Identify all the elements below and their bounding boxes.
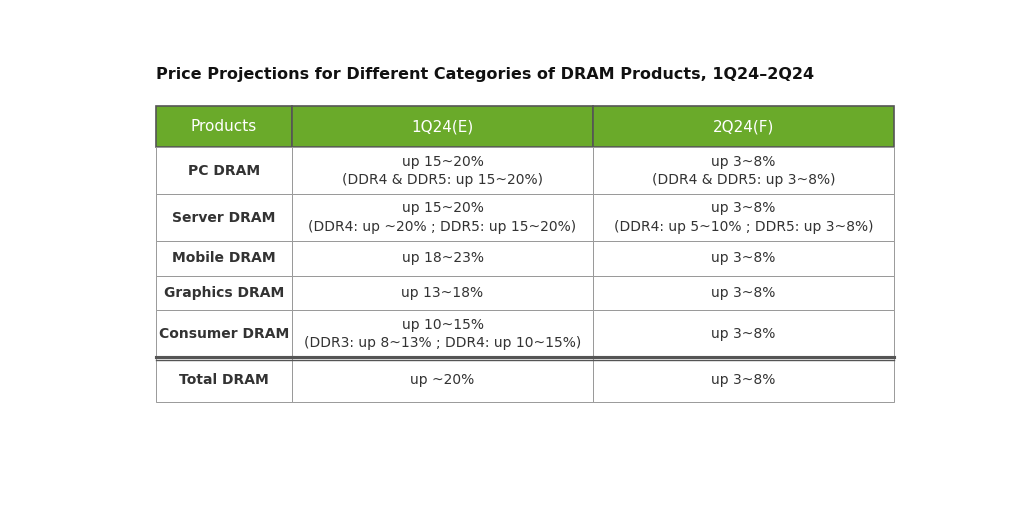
Bar [156, 357, 292, 402]
Bar [156, 311, 292, 357]
Bar [593, 241, 894, 276]
Text: up ~20%: up ~20% [411, 373, 475, 387]
Text: up 15~20%
(DDR4 & DDR5: up 15~20%): up 15~20% (DDR4 & DDR5: up 15~20%) [342, 155, 543, 187]
Bar [156, 276, 292, 311]
Bar [593, 107, 894, 147]
Text: up 3~8%: up 3~8% [711, 251, 775, 266]
Text: Consumer DRAM: Consumer DRAM [159, 327, 289, 341]
Bar [292, 311, 593, 357]
Text: up 3~8%
(DDR4: up 5~10% ; DDR5: up 3~8%): up 3~8% (DDR4: up 5~10% ; DDR5: up 3~8%) [613, 201, 873, 234]
Bar [292, 276, 593, 311]
Bar [156, 147, 292, 194]
Text: up 13~18%: up 13~18% [401, 286, 483, 300]
Bar [593, 147, 894, 194]
Text: TRENDFORCE: TRENDFORCE [337, 245, 713, 294]
Text: Price Projections for Different Categories of DRAM Products, 1Q24–2Q24: Price Projections for Different Categori… [156, 67, 814, 82]
Text: up 15~20%
(DDR4: up ~20% ; DDR5: up 15~20%): up 15~20% (DDR4: up ~20% ; DDR5: up 15~2… [308, 201, 577, 234]
Bar [593, 276, 894, 311]
Bar [187, 253, 274, 311]
Text: 1Q24(E): 1Q24(E) [412, 119, 474, 135]
Bar [292, 357, 593, 402]
Bar [292, 147, 593, 194]
Text: up 3~8%: up 3~8% [711, 373, 775, 387]
Text: 2Q24(F): 2Q24(F) [713, 119, 774, 135]
Text: Total DRAM: Total DRAM [179, 373, 269, 387]
Text: up 10~15%
(DDR3: up 8~13% ; DDR4: up 10~15%): up 10~15% (DDR3: up 8~13% ; DDR4: up 10~… [304, 317, 582, 350]
Bar [593, 357, 894, 402]
Text: up 18~23%: up 18~23% [401, 251, 483, 266]
Text: Products: Products [190, 119, 257, 135]
Text: PC DRAM: PC DRAM [188, 164, 260, 178]
Text: Graphics DRAM: Graphics DRAM [164, 286, 285, 300]
Bar [292, 107, 593, 147]
Bar [593, 194, 894, 241]
Text: Server DRAM: Server DRAM [172, 210, 275, 225]
Bar [292, 194, 593, 241]
Bar [156, 107, 292, 147]
Bar [156, 194, 292, 241]
Bar [292, 241, 593, 276]
Text: up 3~8%
(DDR4 & DDR5: up 3~8%): up 3~8% (DDR4 & DDR5: up 3~8%) [651, 155, 835, 187]
Bar [156, 241, 292, 276]
Bar [593, 311, 894, 357]
Text: ❮: ❮ [214, 261, 249, 303]
Text: up 3~8%: up 3~8% [711, 327, 775, 341]
Text: Mobile DRAM: Mobile DRAM [172, 251, 275, 266]
Text: up 3~8%: up 3~8% [711, 286, 775, 300]
